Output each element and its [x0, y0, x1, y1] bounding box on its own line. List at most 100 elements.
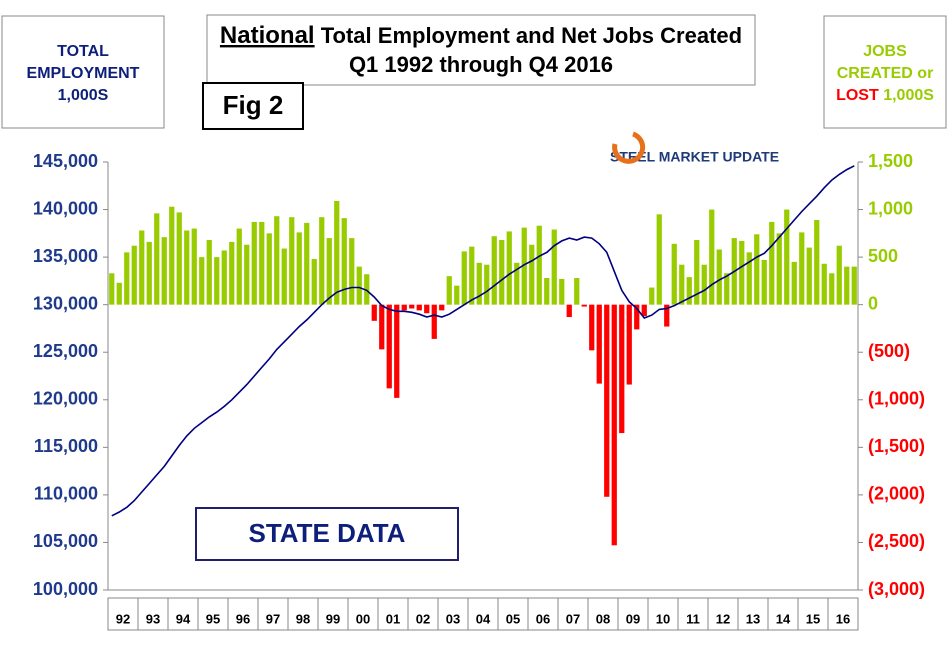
bar — [739, 240, 745, 305]
x-tick-label: 00 — [356, 611, 370, 626]
bar — [191, 228, 197, 305]
bar — [799, 232, 805, 305]
bar — [791, 261, 797, 305]
bar — [446, 276, 452, 305]
y-tick-label: 140,000 — [33, 198, 98, 218]
bar — [746, 252, 752, 305]
annotation: STATE DATA — [249, 518, 406, 548]
bar — [274, 216, 280, 305]
figure-label: Fig 2 — [223, 90, 284, 120]
bar — [701, 264, 707, 305]
bar — [664, 304, 670, 327]
bar — [394, 304, 400, 398]
bar — [649, 287, 655, 305]
bar — [116, 282, 122, 305]
bar — [506, 231, 512, 305]
bar — [574, 278, 580, 305]
bar — [146, 241, 152, 305]
y-tick-label: 110,000 — [34, 484, 98, 504]
x-axis-box — [107, 597, 859, 631]
x-tick-label: 14 — [776, 611, 791, 626]
bar — [356, 266, 362, 305]
logo-swoosh — [612, 131, 646, 164]
bar — [694, 239, 700, 305]
right-axis-label: CREATED or — [837, 65, 934, 82]
x-tick-label: 12 — [716, 611, 730, 626]
bar — [259, 221, 265, 305]
x-tick-label: 94 — [176, 611, 191, 626]
x-tick-label: 02 — [416, 611, 430, 626]
bar — [109, 273, 115, 305]
x-tick-label: 10 — [656, 611, 670, 626]
bar — [199, 257, 205, 305]
x-tick-label: 98 — [296, 611, 310, 626]
bar — [229, 241, 235, 305]
left-axis-label: EMPLOYMENT — [27, 65, 140, 82]
y-tick-label: 125,000 — [33, 341, 98, 361]
title-emphasis: National — [220, 22, 315, 49]
bar — [776, 233, 782, 305]
bar — [319, 217, 325, 305]
bar — [724, 273, 730, 305]
x-tick-label: 97 — [266, 611, 280, 626]
bar — [619, 304, 625, 434]
bar — [304, 222, 310, 305]
x-tick-label: 11 — [686, 611, 700, 626]
y2-tick-label: (1,500) — [868, 436, 925, 456]
right-axis-label-part: 1,000S — [883, 87, 934, 104]
bar — [686, 277, 692, 305]
x-tick-label: 16 — [836, 611, 850, 626]
line — [111, 165, 855, 517]
logo: STEEL MARKET UPDATE — [610, 149, 779, 165]
y2-tick-label: 1,000 — [868, 198, 913, 218]
x-tick-label: 07 — [566, 611, 580, 626]
bar — [754, 234, 760, 305]
bar — [671, 243, 677, 305]
bar — [829, 273, 835, 305]
bar — [716, 249, 722, 305]
bar — [851, 266, 857, 305]
bar — [521, 227, 527, 305]
y-tick-label: 135,000 — [33, 246, 98, 266]
left-axis-label: TOTAL — [57, 43, 109, 60]
bar — [634, 304, 640, 330]
x-tick-label: 15 — [806, 611, 820, 626]
bar — [364, 274, 370, 305]
x-tick-label: 93 — [146, 611, 160, 626]
bar — [454, 285, 460, 305]
y-tick-label: 145,000 — [33, 151, 98, 171]
right-axis-label-part: CREATED or — [837, 65, 934, 82]
bar — [814, 220, 820, 305]
x-tick-label: 96 — [236, 611, 250, 626]
bar — [821, 263, 827, 305]
bar — [709, 209, 715, 305]
bar — [544, 278, 550, 305]
bar — [589, 304, 595, 351]
y-tick-label: 115,000 — [34, 436, 98, 456]
bar — [251, 221, 257, 305]
bar — [566, 304, 572, 318]
bar — [656, 214, 662, 305]
bar — [491, 236, 497, 305]
bar — [431, 304, 437, 339]
bar — [349, 238, 355, 305]
bar — [401, 304, 407, 311]
bar — [416, 304, 422, 311]
y2-tick-label: (2,000) — [868, 484, 925, 504]
bar — [641, 304, 647, 317]
right-axis-label-part: LOST — [836, 87, 879, 104]
bar — [281, 248, 287, 305]
bar — [296, 232, 302, 305]
bar — [514, 262, 520, 305]
y2-tick-label: (1,000) — [868, 389, 925, 409]
bar — [784, 209, 790, 305]
bar — [289, 217, 295, 305]
bar — [214, 257, 220, 305]
bar — [184, 230, 190, 305]
bar — [154, 213, 160, 305]
y-tick-label: 105,000 — [33, 531, 98, 551]
bar — [626, 304, 632, 385]
bar — [334, 200, 340, 305]
annotation-box — [195, 507, 459, 561]
bar — [679, 264, 685, 305]
